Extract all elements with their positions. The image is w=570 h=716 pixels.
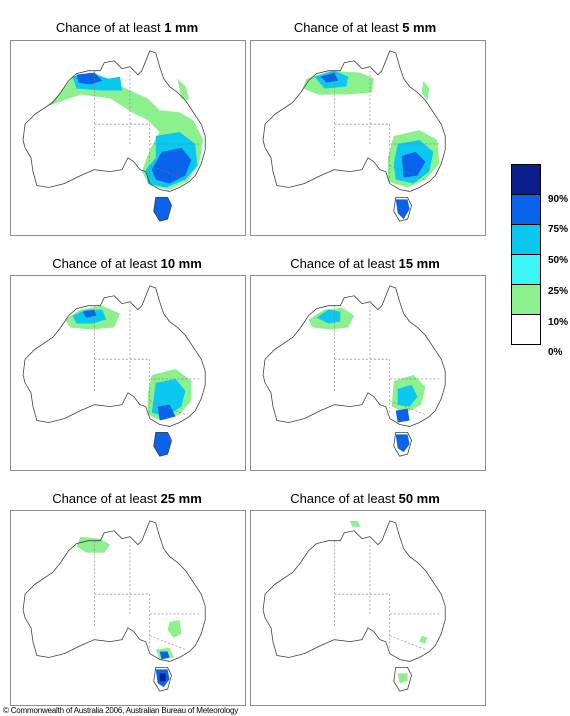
australia-coastline — [22, 50, 206, 192]
state-border — [129, 123, 151, 144]
probability-area — [76, 536, 111, 553]
australia-coastline — [22, 285, 206, 427]
australia-map — [262, 50, 446, 222]
probability-area — [153, 432, 172, 457]
copyright-notice: © Commonwealth of Australia 2006, Austra… — [3, 706, 239, 715]
tasmania-coastline — [393, 431, 412, 457]
panel-title-1mm: Chance of at least 1 mm — [7, 20, 247, 36]
australia-map — [262, 520, 446, 692]
panel-title-5mm: Chance of at least 5 mm — [245, 20, 485, 36]
map-panel-1mm — [10, 40, 246, 236]
panel-title-50mm: Chance of at least 50 mm — [245, 491, 485, 507]
probability-area — [320, 72, 339, 83]
legend-label-0: 0% — [548, 347, 563, 358]
state-border — [149, 635, 186, 650]
australia-coastline — [262, 285, 446, 427]
threshold-value: 10 mm — [160, 256, 202, 271]
probability-area — [401, 151, 426, 178]
probability-legend — [511, 164, 541, 345]
legend-swatch-25 — [511, 254, 541, 285]
probability-area — [395, 434, 410, 453]
australia-coastline — [22, 520, 206, 662]
title-prefix: Chance of at least — [293, 20, 403, 35]
panel-title-25mm: Chance of at least 25 mm — [7, 491, 247, 507]
probability-area — [316, 309, 341, 324]
legend-swatch-50 — [511, 224, 541, 255]
tasmania-coastline — [393, 666, 412, 692]
threshold-value: 50 mm — [398, 491, 440, 506]
tasmania-coastline — [153, 196, 172, 222]
title-prefix: Chance of at least — [290, 491, 399, 506]
legend-swatch-90 — [511, 164, 541, 195]
threshold-value: 1 mm — [164, 20, 199, 35]
australia-map — [22, 50, 206, 222]
rainfall-probability-shading — [76, 536, 182, 688]
probability-area — [395, 408, 410, 423]
threshold-value: 25 mm — [160, 491, 202, 506]
probability-area — [157, 404, 176, 421]
probability-area — [395, 199, 410, 220]
tasmania-coastline — [153, 666, 172, 692]
panel-title-15mm: Chance of at least 15 mm — [245, 256, 485, 272]
state-border — [389, 635, 426, 650]
title-prefix: Chance of at least — [52, 256, 161, 271]
probability-area — [82, 309, 97, 318]
legend-label-75: 75% — [548, 224, 569, 235]
map-panel-25mm — [10, 510, 246, 706]
probability-area — [421, 80, 430, 101]
rainfall-probability-shading — [302, 70, 440, 220]
probability-area — [153, 197, 172, 222]
state-border — [389, 165, 426, 180]
title-prefix: Chance of at least — [55, 20, 165, 35]
legend-swatch-10 — [511, 284, 541, 315]
threshold-value: 15 mm — [398, 256, 440, 271]
legend-swatch-75 — [511, 194, 541, 225]
state-border — [369, 593, 391, 614]
australia-map — [22, 520, 206, 692]
legend-label-50: 50% — [548, 255, 569, 266]
rainfall-probability-shading — [350, 520, 428, 684]
probability-area — [419, 635, 428, 644]
state-border — [389, 400, 426, 415]
rainfall-probability-shading — [64, 305, 192, 457]
probability-area — [159, 651, 170, 660]
title-prefix: Chance of at least — [290, 256, 399, 271]
probability-area — [159, 673, 166, 682]
legend-swatch-0 — [511, 314, 541, 345]
state-border — [369, 358, 391, 379]
state-border — [149, 165, 186, 180]
legend-label-90: 90% — [548, 194, 569, 205]
rainfall-probability-shading — [308, 307, 426, 453]
probability-area — [350, 520, 361, 527]
state-border — [129, 358, 151, 379]
panel-title-10mm: Chance of at least 10 mm — [7, 256, 247, 272]
australia-map — [22, 285, 206, 457]
map-panel-10mm — [10, 275, 246, 471]
state-border — [369, 123, 391, 144]
probability-area — [76, 72, 103, 85]
rainfall-probability-shading — [46, 72, 204, 222]
threshold-value: 5 mm — [402, 20, 437, 35]
australia-coastline — [262, 520, 446, 662]
probability-area — [397, 673, 408, 684]
probability-area — [397, 384, 418, 407]
map-panel-50mm — [250, 510, 486, 706]
tasmania-coastline — [393, 196, 412, 222]
legend-label-10: 10% — [548, 317, 569, 328]
state-border — [149, 400, 186, 415]
australia-map — [262, 285, 446, 457]
probability-area — [151, 147, 192, 184]
probability-area — [167, 619, 182, 638]
title-prefix: Chance of at least — [52, 491, 161, 506]
state-border — [129, 593, 151, 614]
australia-coastline — [262, 50, 446, 192]
tasmania-coastline — [153, 431, 172, 457]
map-panel-5mm — [250, 40, 486, 236]
probability-area — [177, 78, 190, 101]
map-panel-15mm — [250, 275, 486, 471]
legend-label-25: 25% — [548, 286, 569, 297]
